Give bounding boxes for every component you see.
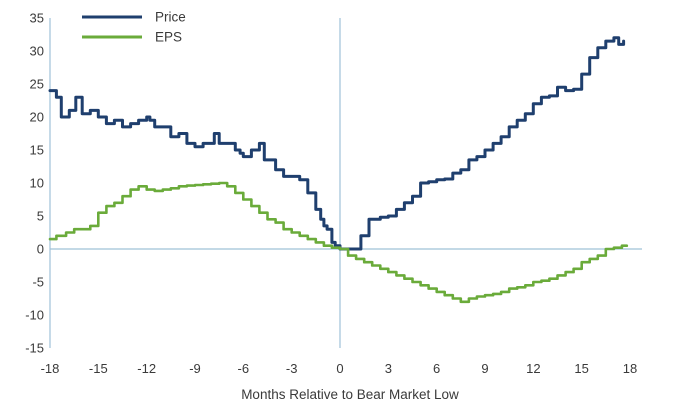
- x-tick-label: 12: [526, 361, 540, 376]
- x-axis-title: Months Relative to Bear Market Low: [241, 387, 459, 402]
- series-line-price: [48, 36, 626, 251]
- y-tick-label: -5: [32, 275, 44, 290]
- y-tick-label: -10: [25, 308, 44, 323]
- y-tick-label: 20: [30, 110, 44, 125]
- series-group: [48, 36, 629, 304]
- y-tick-label: 10: [30, 176, 44, 191]
- axes: [49, 18, 642, 348]
- y-tick-label: 30: [30, 44, 44, 59]
- y-tick-label: 15: [30, 143, 44, 158]
- legend: Price EPS: [82, 10, 186, 45]
- x-tick-label: -9: [189, 361, 201, 376]
- y-tick-label: 5: [37, 209, 44, 224]
- y-tick-label: 35: [30, 11, 44, 26]
- x-tick-label: -18: [41, 361, 60, 376]
- legend-label-price: Price: [155, 10, 186, 25]
- x-tick-label: -15: [89, 361, 108, 376]
- y-tick-label: -15: [25, 341, 44, 356]
- x-tick-label: 18: [623, 361, 637, 376]
- x-tick-labels: -18 -15 -12 -9 -6 -3 0 3 6 9 12 15 18: [41, 361, 638, 376]
- series-line-eps: [48, 181, 629, 304]
- y-tick-label: 0: [37, 242, 44, 257]
- x-tick-label: 6: [433, 361, 440, 376]
- x-tick-label: -3: [286, 361, 298, 376]
- x-tick-label: 9: [481, 361, 488, 376]
- x-tick-label: -12: [137, 361, 156, 376]
- y-tick-labels: 35 30 25 20 15 10 5 0 -5 -10 -15: [25, 11, 44, 356]
- x-tick-label: -6: [238, 361, 250, 376]
- legend-label-eps: EPS: [155, 30, 182, 45]
- y-tick-label: 25: [30, 77, 44, 92]
- x-tick-label: 15: [574, 361, 588, 376]
- x-tick-label: 3: [385, 361, 392, 376]
- x-tick-label: 0: [336, 361, 343, 376]
